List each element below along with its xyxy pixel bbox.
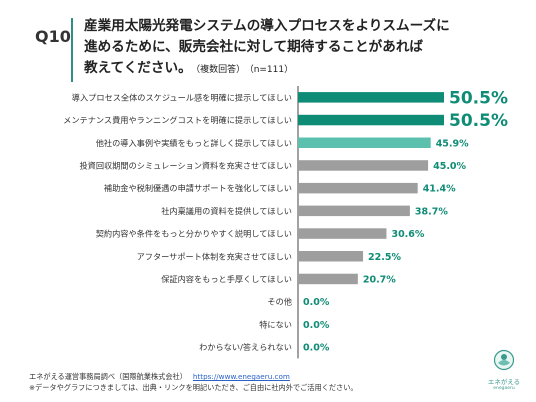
question-title-line-3: 教えてください。 （複数回答） （n=111） [84,58,524,81]
logo-subtext: enegaeru [493,386,515,391]
question-number: Q10 [35,27,71,46]
value-label: 50.5% [449,88,508,108]
bar [298,182,418,194]
value-label: 22.5% [368,252,401,263]
category-label: アフターサポート体制を充実させてほしい [137,251,292,261]
value-label: 45.9% [436,138,469,149]
bar [298,205,410,217]
question-title-line-2: 進めるために、販売会社に対して期待することがあれば [84,39,424,55]
question-header: Q10 産業用太陽光発電システムの導入プロセスをよりスムーズに 進めるために、販… [0,0,536,96]
bar [298,273,358,285]
value-label: 0.0% [303,297,330,308]
category-label: 契約内容や条件をもっと分かりやすく説明してほしい [96,229,292,239]
category-label: 投資回収期間のシミュレーション資料を充実させてほしい [79,160,292,170]
title-divider [71,18,73,82]
category-label: メンテナンス費用やランニングコストを明確に提示してほしい [63,115,292,125]
value-label: 50.5% [449,111,508,131]
category-label: わからない/答えられない [199,342,292,352]
category-label: 他社の導入事例や実績をもっと詳しく提示してほしい [96,138,292,148]
value-label: 30.6% [391,229,424,240]
sample-size: （n=111） [249,65,294,75]
value-label: 20.7% [363,274,396,285]
bar [298,137,431,148]
answer-type-note: （複数回答） [195,65,246,75]
enegaeru-logo: エネがえる enegaeru [484,349,524,391]
footer-link[interactable]: https://www.enegaeru.com [192,372,290,381]
category-label: 保証内容をもっと手厚くしてほしい [161,274,292,284]
category-label: 特にない [259,319,292,329]
logo-icon [493,349,515,371]
question-title-line-3-text: 教えてください。 [84,60,192,76]
value-label: 38.7% [415,206,448,217]
value-label: 45.0% [433,161,466,172]
footer: エネがえる運営事務局調べ（国際航業株式会社） https://www.enegae… [29,371,358,393]
value-label: 0.0% [303,320,330,331]
bar [298,228,387,239]
footer-source: エネがえる運営事務局調べ（国際航業株式会社） [29,372,187,381]
category-label: 社内稟議用の資料を提供してほしい [161,206,292,216]
category-label: その他 [267,297,292,307]
question-title: 産業用太陽光発電システムの導入プロセスをよりスムーズに 進めるために、販売会社に… [84,16,524,81]
bar [298,160,429,171]
category-label: 補助金や税制優遇の申請サポートを強化してほしい [104,183,292,193]
footer-source-line: エネがえる運営事務局調べ（国際航業株式会社） https://www.enegae… [29,371,358,382]
logo-text: エネがえる [487,378,521,386]
bar [298,92,444,103]
bar [298,114,444,126]
footer-note: ※データやグラフにつきましては、出典・リンクを明記いただき、ご自由に社内外でご活… [29,383,358,392]
category-label: 導入プロセス全体のスケジュール感を明確に提示してほしい [72,92,292,102]
value-label: 41.4% [423,184,456,195]
question-title-line-1: 産業用太陽光発電システムの導入プロセスをよりスムーズに [84,18,450,34]
value-label: 0.0% [303,343,330,354]
bar [298,251,364,262]
